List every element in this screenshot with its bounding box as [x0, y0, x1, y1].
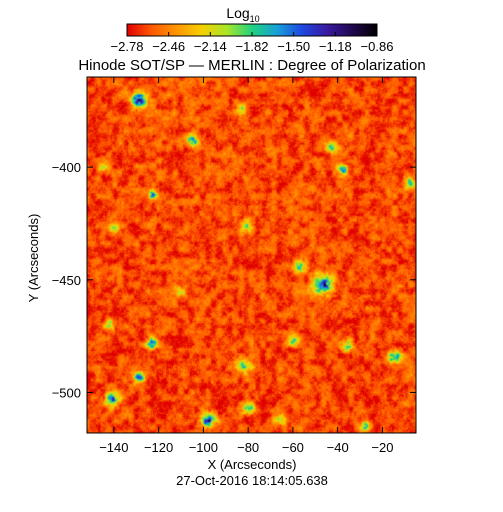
timestamp: 27-Oct-2016 18:14:05.638	[176, 473, 328, 488]
y-tick-label: −400	[52, 160, 81, 175]
x-tick-label: −60	[282, 440, 304, 455]
colorbar-tick-label: −2.78	[111, 39, 144, 54]
chart-title: Hinode SOT/SP — MERLIN : Degree of Polar…	[78, 57, 425, 74]
x-tick-label: −120	[144, 440, 173, 455]
colorbar-tick-label: −0.86	[361, 39, 394, 54]
colorbar-label: Log10	[226, 5, 259, 24]
y-tick-label: −500	[52, 385, 81, 400]
plot-area	[86, 76, 417, 434]
colorbar-ticks: −2.78 −2.46 −2.14 −1.82 −1.50 −1.18 −0.86	[111, 32, 394, 54]
y-tick-label: −450	[52, 273, 81, 288]
colorbar-tick-label: −1.18	[319, 39, 352, 54]
colorbar-tick-label: −2.46	[152, 39, 185, 54]
x-axis-label: X (Arcseconds)	[208, 457, 297, 472]
x-tick-label: −100	[189, 440, 218, 455]
y-axis-ticks: −400 −450 −500	[52, 160, 416, 400]
plot-frame	[86, 76, 417, 434]
colorbar-tick-label: −1.82	[236, 39, 269, 54]
x-tick-label: −40	[327, 440, 349, 455]
y-axis-label: Y (Arcseconds)	[26, 214, 41, 303]
x-tick-label: −140	[99, 440, 128, 455]
x-axis-ticks: −140 −120 −100 −80 −60 −40 −20	[99, 77, 393, 455]
colorbar-label-subscript: 10	[250, 14, 260, 24]
colorbar-tick-label: −1.50	[277, 39, 310, 54]
x-tick-label: −20	[371, 440, 393, 455]
heatmap-image	[87, 77, 416, 433]
x-tick-label: −80	[237, 440, 259, 455]
colorbar-tick-label: −2.14	[194, 39, 227, 54]
